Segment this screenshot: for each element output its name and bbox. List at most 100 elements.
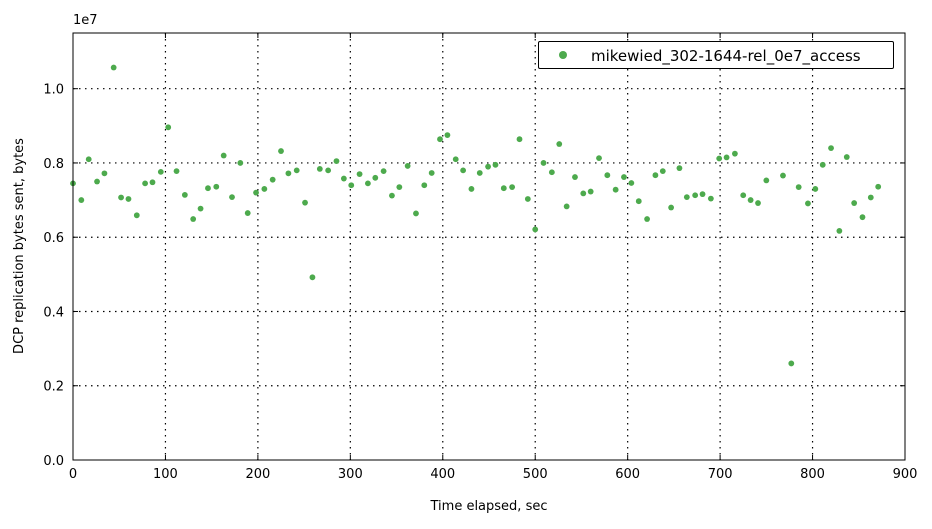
data-point [452, 156, 459, 163]
legend-label: mikewied_302-1644-rel_0e7_access [591, 47, 861, 65]
data-point [812, 186, 819, 192]
data-point [356, 171, 363, 177]
data-point [659, 168, 666, 175]
data-point [635, 198, 642, 205]
data-point [492, 161, 499, 168]
data-point [780, 172, 786, 179]
data-point [404, 163, 411, 169]
data-point [421, 182, 428, 189]
data-point [428, 170, 435, 176]
y-tick-label: 0.6 [43, 231, 64, 246]
x-tick-label: 200 [245, 467, 270, 482]
data-point [859, 214, 866, 221]
y-tick-label: 0.0 [43, 454, 64, 469]
data-point [763, 177, 770, 184]
data-point [500, 185, 507, 192]
data-point [716, 155, 723, 162]
data-point [237, 160, 244, 166]
data-point [819, 161, 826, 168]
points-layer [70, 64, 882, 367]
plot-frame [72, 32, 906, 461]
data-point [540, 160, 547, 166]
data-point [278, 148, 284, 154]
data-point [220, 152, 227, 159]
data-point [509, 184, 516, 190]
data-point [563, 203, 570, 210]
data-point [524, 196, 531, 202]
data-point [740, 192, 747, 199]
data-point [205, 185, 211, 192]
data-point [157, 168, 164, 175]
data-point [788, 360, 795, 367]
x-tick-label: 700 [708, 467, 733, 482]
data-point [683, 194, 690, 201]
data-point [78, 197, 85, 203]
data-point [125, 196, 132, 202]
data-point [699, 191, 706, 198]
grid-layer [73, 33, 905, 460]
data-point [372, 174, 379, 181]
x-tick-label: 0 [69, 467, 77, 482]
data-point [732, 150, 738, 157]
data-point [181, 191, 188, 198]
data-point [692, 192, 699, 199]
data-point [269, 176, 276, 183]
data-point [444, 132, 451, 139]
data-point [333, 158, 340, 165]
data-point [556, 141, 563, 147]
x-tick-label: 900 [893, 467, 918, 482]
data-point [836, 228, 843, 234]
data-point [580, 190, 587, 197]
legend-marker-icon [559, 51, 567, 59]
data-point [213, 183, 220, 190]
data-point [396, 184, 403, 190]
data-point [875, 183, 882, 190]
data-point [652, 172, 659, 179]
data-point [94, 178, 100, 185]
data-point [173, 168, 180, 175]
data-point [676, 165, 683, 172]
x-tick-label: 100 [153, 467, 178, 482]
data-point [828, 145, 834, 152]
data-point [723, 154, 730, 161]
data-point [628, 180, 635, 186]
data-point [532, 226, 539, 233]
data-point [795, 184, 802, 190]
data-point [612, 186, 619, 193]
data-point [587, 188, 594, 195]
data-point [325, 167, 332, 174]
data-point [190, 216, 197, 222]
data-point [668, 204, 675, 211]
data-point [389, 192, 395, 199]
data-point [85, 156, 92, 163]
data-point [476, 170, 483, 176]
data-point [604, 172, 611, 179]
data-point [437, 136, 443, 143]
data-point [142, 180, 149, 187]
y-tick-label: 0.8 [43, 157, 64, 172]
y-axis-label: DCP replication bytes sent, bytes [12, 138, 27, 354]
data-point [316, 165, 323, 172]
data-point [843, 154, 850, 160]
data-point [133, 212, 140, 219]
data-point [197, 205, 204, 212]
data-point [348, 182, 355, 189]
ticks-layer: 0 100 200 300 400 500 600 700 800 900 0.0 0.2 0.4 0.6… [43, 33, 917, 482]
x-tick-label: 800 [800, 467, 825, 482]
data-point [851, 200, 858, 206]
data-point [867, 194, 874, 201]
data-point [261, 186, 268, 192]
data-point [110, 64, 117, 71]
data-point [548, 169, 555, 176]
data-point [516, 136, 523, 143]
data-point [302, 199, 308, 206]
data-point [621, 174, 627, 180]
x-tick-label: 500 [523, 467, 548, 482]
data-point [101, 170, 108, 177]
data-point [380, 168, 387, 175]
data-point [165, 124, 172, 131]
data-point [707, 195, 714, 202]
y-tick-label: 0.2 [43, 380, 64, 395]
